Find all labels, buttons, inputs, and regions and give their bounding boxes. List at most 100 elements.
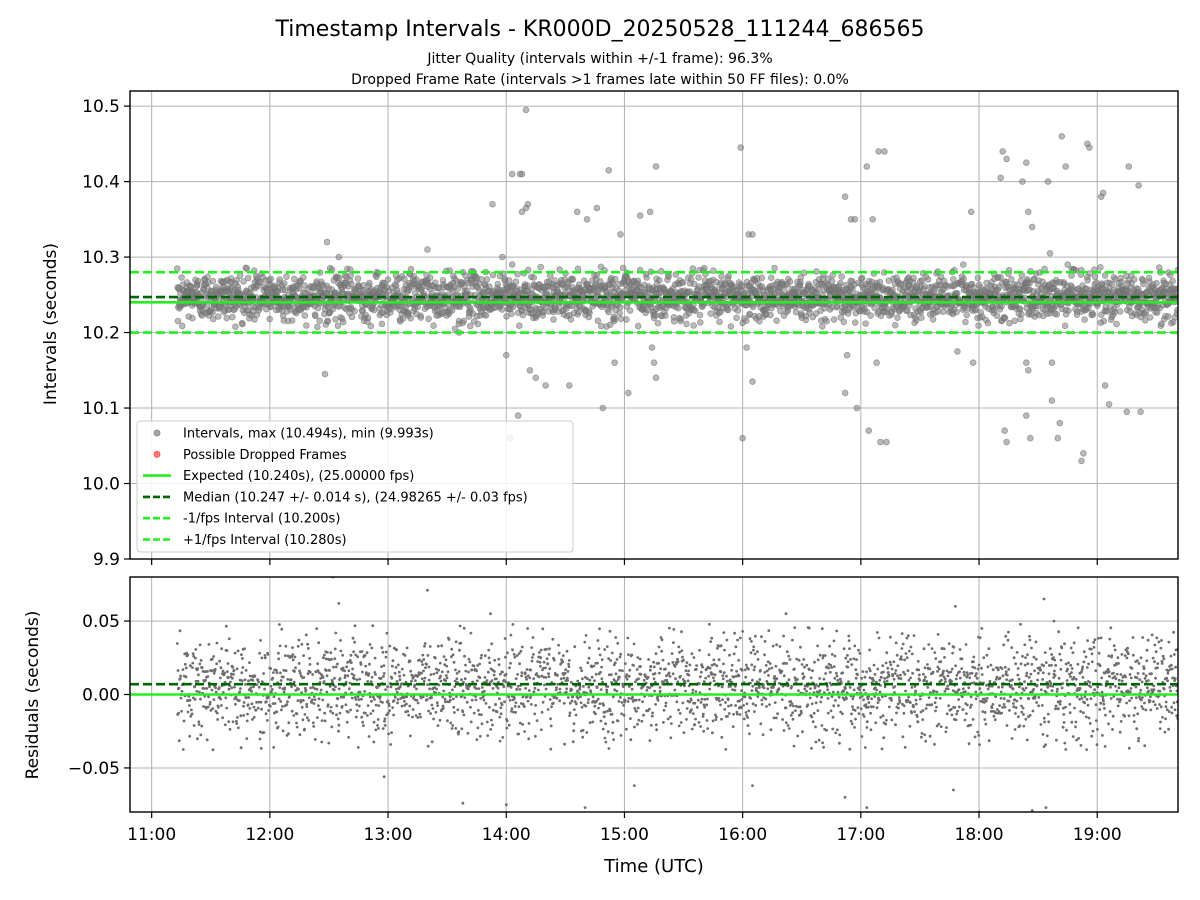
data-point — [237, 726, 240, 730]
data-point — [235, 719, 238, 723]
data-point — [695, 705, 699, 709]
data-point — [877, 438, 884, 446]
data-point — [690, 708, 693, 711]
data-point — [361, 670, 364, 674]
data-point — [472, 711, 476, 715]
data-point — [963, 311, 970, 319]
data-point — [580, 669, 584, 673]
data-point — [756, 658, 760, 661]
data-point — [704, 676, 708, 680]
data-point — [840, 318, 848, 326]
data-point — [607, 747, 611, 750]
data-point — [876, 278, 884, 286]
data-point — [753, 652, 757, 656]
data-point — [405, 695, 409, 699]
data-point — [758, 274, 766, 282]
data-point — [504, 672, 508, 676]
data-point — [435, 687, 438, 691]
data-point — [646, 208, 654, 216]
data-point — [312, 695, 316, 698]
data-point — [186, 710, 190, 714]
data-point — [962, 318, 969, 326]
data-point — [478, 275, 485, 283]
data-point — [317, 697, 321, 701]
data-point — [427, 665, 431, 669]
data-point — [476, 726, 480, 730]
data-point — [398, 685, 402, 689]
data-point — [354, 653, 358, 657]
data-point — [479, 697, 482, 700]
data-point — [579, 666, 583, 670]
data-point — [761, 733, 765, 737]
y-tick-label: 10.2 — [82, 324, 120, 344]
data-point — [618, 655, 622, 659]
data-point — [518, 688, 522, 691]
data-point — [502, 685, 506, 689]
data-point — [771, 264, 778, 272]
data-point — [614, 680, 618, 684]
data-point — [1062, 163, 1069, 170]
data-point — [960, 275, 967, 283]
data-point — [260, 656, 264, 660]
data-point — [620, 701, 624, 704]
data-point — [556, 682, 560, 686]
data-point — [894, 314, 901, 322]
data-point — [492, 708, 495, 712]
data-point — [412, 696, 415, 700]
data-point — [677, 708, 680, 712]
data-point — [340, 704, 344, 708]
data-point — [285, 703, 289, 706]
data-point — [178, 677, 182, 681]
data-point — [219, 704, 223, 707]
data-point — [584, 704, 588, 708]
data-point — [193, 698, 197, 701]
data-point — [430, 322, 437, 330]
data-point — [1025, 366, 1032, 374]
data-point — [695, 274, 702, 281]
data-point — [843, 351, 851, 359]
data-point — [556, 674, 559, 677]
data-point — [259, 700, 263, 704]
data-point — [533, 712, 537, 716]
data-point — [427, 709, 430, 713]
data-point — [593, 704, 597, 708]
data-point — [522, 705, 526, 708]
data-point — [291, 658, 295, 662]
data-point — [547, 675, 551, 679]
data-point — [357, 698, 361, 701]
data-point — [281, 729, 285, 733]
data-point — [668, 675, 672, 678]
data-point — [735, 669, 738, 673]
data-point — [571, 740, 575, 744]
data-point — [578, 685, 582, 689]
data-point — [272, 746, 276, 749]
data-point — [306, 642, 309, 646]
data-point — [286, 700, 289, 704]
data-point — [487, 648, 491, 652]
data-point — [408, 704, 412, 708]
data-point — [318, 708, 322, 712]
chart-subtitle: Jitter Quality (intervals within +/-1 fr… — [426, 51, 772, 67]
data-point — [527, 737, 531, 741]
data-point — [608, 629, 612, 633]
data-point — [780, 698, 784, 701]
data-point — [921, 282, 928, 290]
data-point — [180, 709, 184, 713]
data-point — [341, 666, 345, 670]
data-point — [749, 303, 757, 311]
data-point — [505, 719, 509, 723]
data-point — [679, 674, 682, 678]
data-point — [422, 669, 425, 673]
data-point — [428, 687, 431, 691]
data-point — [275, 668, 278, 672]
data-point — [555, 697, 559, 700]
data-point — [597, 647, 601, 650]
data-point — [517, 732, 520, 736]
data-point — [450, 727, 454, 730]
data-point — [734, 704, 737, 707]
data-point — [712, 676, 715, 680]
data-point — [310, 698, 314, 702]
data-point — [520, 671, 524, 674]
data-point — [305, 716, 309, 720]
